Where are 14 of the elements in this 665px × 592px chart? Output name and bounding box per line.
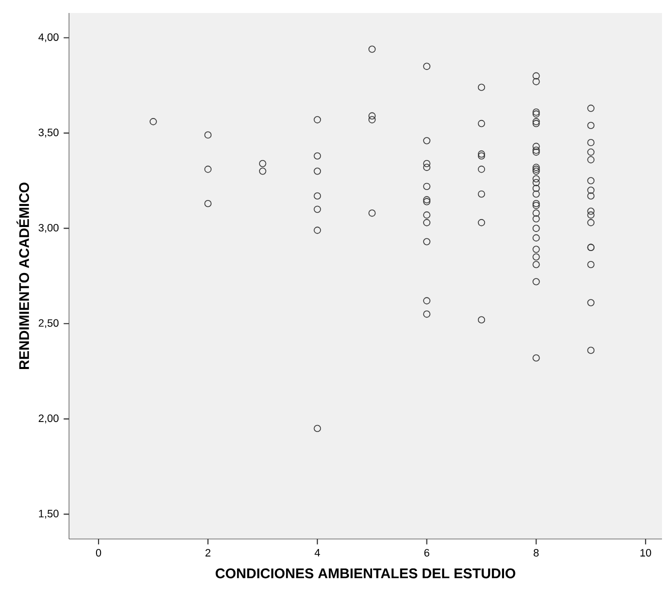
x-tick-label: 6: [424, 549, 430, 557]
x-tick-label: 0: [96, 549, 102, 557]
x-tick-label: 10: [640, 549, 652, 557]
x-tick-label: 2: [206, 549, 210, 556]
y-tick-label: 2,00: [38, 414, 59, 424]
x-tick-label: 8: [534, 549, 539, 557]
y-tick-label: 3,50: [38, 128, 59, 138]
y-tick-label: 3,00: [38, 224, 59, 233]
y-tick-label: 2,50: [38, 319, 59, 328]
x-axis-title: CONDICIONES AMBIENTALES DEL ESTUDIO: [216, 568, 516, 578]
x-tick-label: 4: [314, 549, 320, 556]
y-tick-label: 1,50: [39, 510, 59, 519]
y-tick-label: 4,00: [38, 33, 59, 42]
y-axis-title: RENDIMIENTO ACADÉMICO: [16, 182, 30, 370]
